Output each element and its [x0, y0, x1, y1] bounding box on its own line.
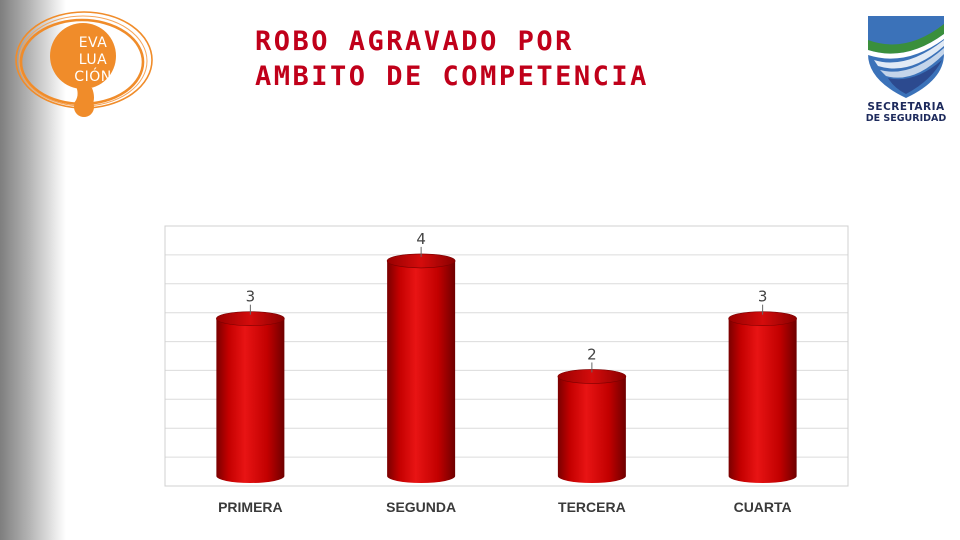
chart-title-line-2: AMBITO DE COMPETENCIA [255, 61, 649, 92]
plot-area-frame [164, 225, 849, 487]
data-label: 2 [587, 345, 597, 363]
category-label: TERCERA [558, 499, 626, 515]
bar-body [387, 260, 456, 483]
evaluacion-logo-graphic [15, 11, 153, 117]
logo-text-line-3: CIÓN [74, 69, 112, 85]
category-label: CUARTA [734, 499, 792, 515]
bar-body [216, 318, 285, 483]
bar-primera [216, 311, 285, 483]
bar-tercera [557, 369, 627, 483]
shield-icon [868, 16, 944, 98]
logo-text-line-2: LUA [78, 52, 108, 68]
data-label: 4 [416, 230, 426, 248]
secretaria-logo: SECRETARIA DE SEGURIDAD [858, 10, 954, 130]
chart-title: ROBO AGRAVADO POR AMBITO DE COMPETENCIA [255, 24, 649, 94]
bar-body [728, 318, 797, 483]
category-label: SEGUNDA [386, 499, 456, 515]
data-label: 3 [246, 288, 256, 306]
evaluacion-logo-text: EVA LUA CIÓN [62, 35, 124, 86]
evaluacion-logo: EVA LUA CIÓN [10, 4, 156, 126]
secretaria-name-line-2: DE SEGURIDAD [865, 113, 947, 124]
logo-text-line-1: EVA [78, 35, 108, 51]
chart-title-line-1: ROBO AGRAVADO POR [255, 26, 574, 57]
side-gradient-band [0, 0, 66, 540]
secretaria-name-line-1: SECRETARIA [867, 101, 945, 113]
data-label: 3 [758, 288, 768, 306]
bar-cuarta [728, 311, 797, 483]
bar-body [557, 376, 626, 483]
bar-segunda [386, 253, 456, 483]
category-label: PRIMERA [218, 499, 283, 515]
secretaria-name: SECRETARIA DE SEGURIDAD [858, 101, 954, 125]
